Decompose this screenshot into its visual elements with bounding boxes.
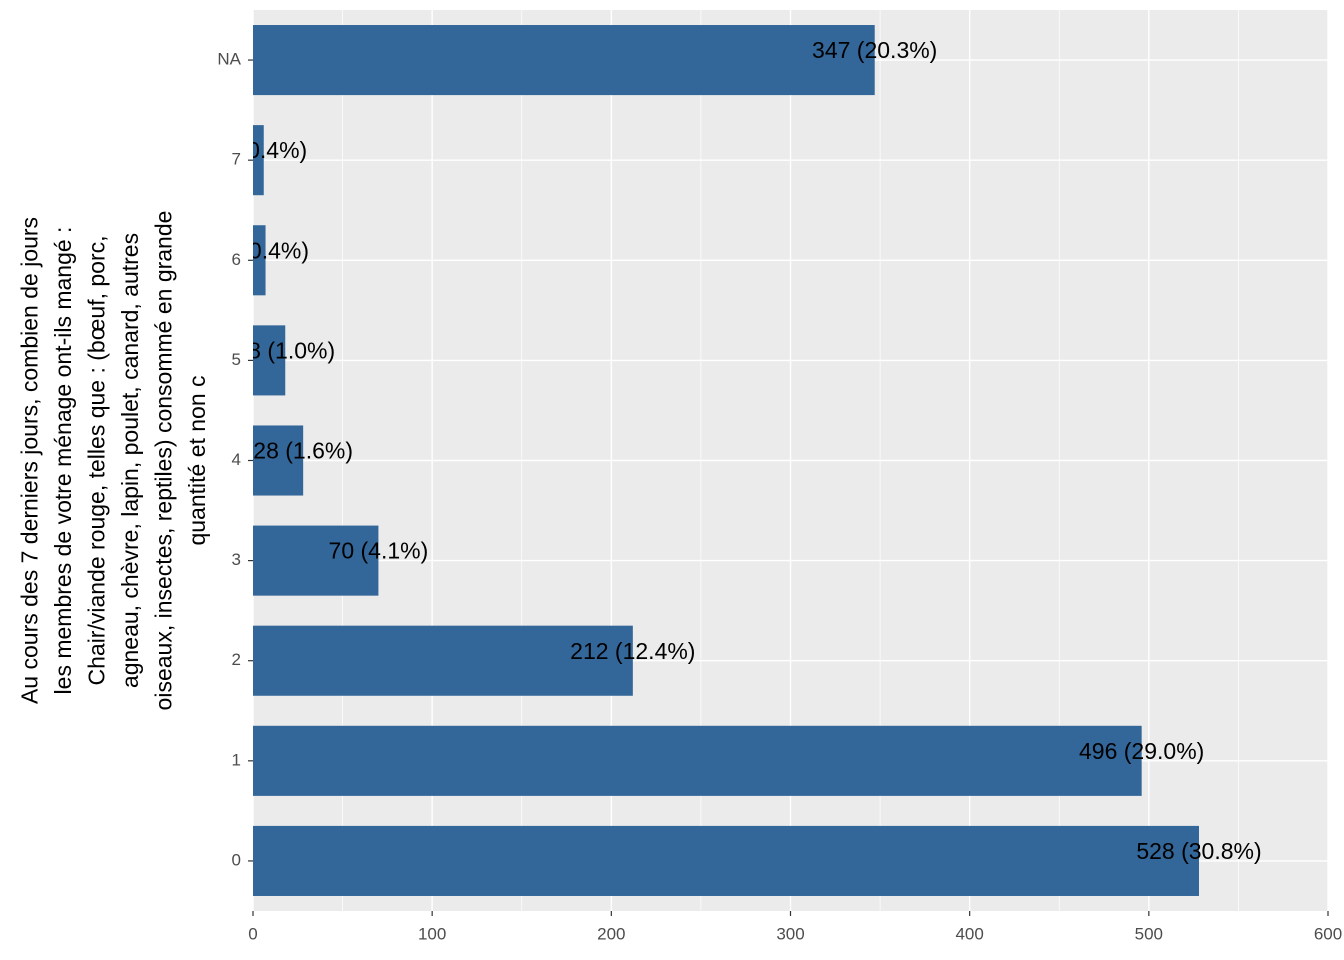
bar	[253, 325, 286, 396]
y-axis-title: les membres de votre ménage ont-ils mang…	[50, 227, 76, 695]
value-label: 6 (0.4%)	[220, 137, 307, 163]
value-label: 212 (12.4%)	[570, 638, 695, 664]
y-tick-label: 6	[232, 250, 241, 269]
bar	[253, 725, 1142, 796]
bar	[253, 625, 633, 696]
bars	[253, 25, 1199, 896]
value-label: 496 (29.0%)	[1079, 738, 1204, 764]
x-tick-label: 200	[597, 924, 625, 943]
x-tick-label: 100	[418, 924, 446, 943]
x-tick-label: 0	[248, 924, 257, 943]
y-axis-title: quantité et non c	[184, 375, 210, 545]
y-tick-label: 1	[232, 750, 241, 769]
value-label: 7 (0.4%)	[222, 237, 309, 263]
bar	[253, 25, 875, 96]
y-axis-title: agneau, chèvre, lapin, poulet, canard, a…	[117, 233, 143, 688]
value-labels: 528 (30.8%) 496 (29.0%) 212 (12.4%) 70 (4.1…	[220, 37, 1262, 864]
y-axis-title: Chair/viande rouge, telles que : (bœuf, …	[83, 235, 109, 685]
bar	[253, 825, 1199, 896]
bar	[253, 425, 304, 496]
y-tick-label: 5	[232, 350, 241, 369]
y-axis-title: Au cours des 7 derniers jours, combien d…	[16, 217, 42, 704]
x-tick-label: 300	[776, 924, 804, 943]
value-label: 18 (1.0%)	[235, 337, 335, 363]
y-tick-label: 3	[232, 550, 241, 569]
value-label: 28 (1.6%)	[253, 438, 353, 464]
bar	[253, 125, 264, 196]
x-tick-label: 400	[955, 924, 983, 943]
axes: 0 100 200 300 400 500 600 0 1 2 3 4 5 6 7 NA Au cours de…	[16, 50, 1342, 944]
y-tick-label: 7	[232, 150, 241, 169]
value-label: 528 (30.8%)	[1136, 838, 1261, 864]
x-tick-label: 600	[1314, 924, 1342, 943]
value-label: 347 (20.3%)	[812, 37, 937, 63]
y-tick-label: NA	[217, 50, 241, 69]
x-tick-label: 500	[1135, 924, 1163, 943]
y-tick-label: 0	[232, 850, 241, 869]
bar	[253, 525, 379, 596]
y-tick-label: 4	[232, 450, 241, 469]
value-label: 70 (4.1%)	[329, 538, 429, 564]
y-axis-title: oiseaux, insectes, reptiles) consommé en…	[150, 211, 176, 711]
y-tick-label: 2	[232, 650, 241, 669]
bar	[253, 225, 266, 296]
